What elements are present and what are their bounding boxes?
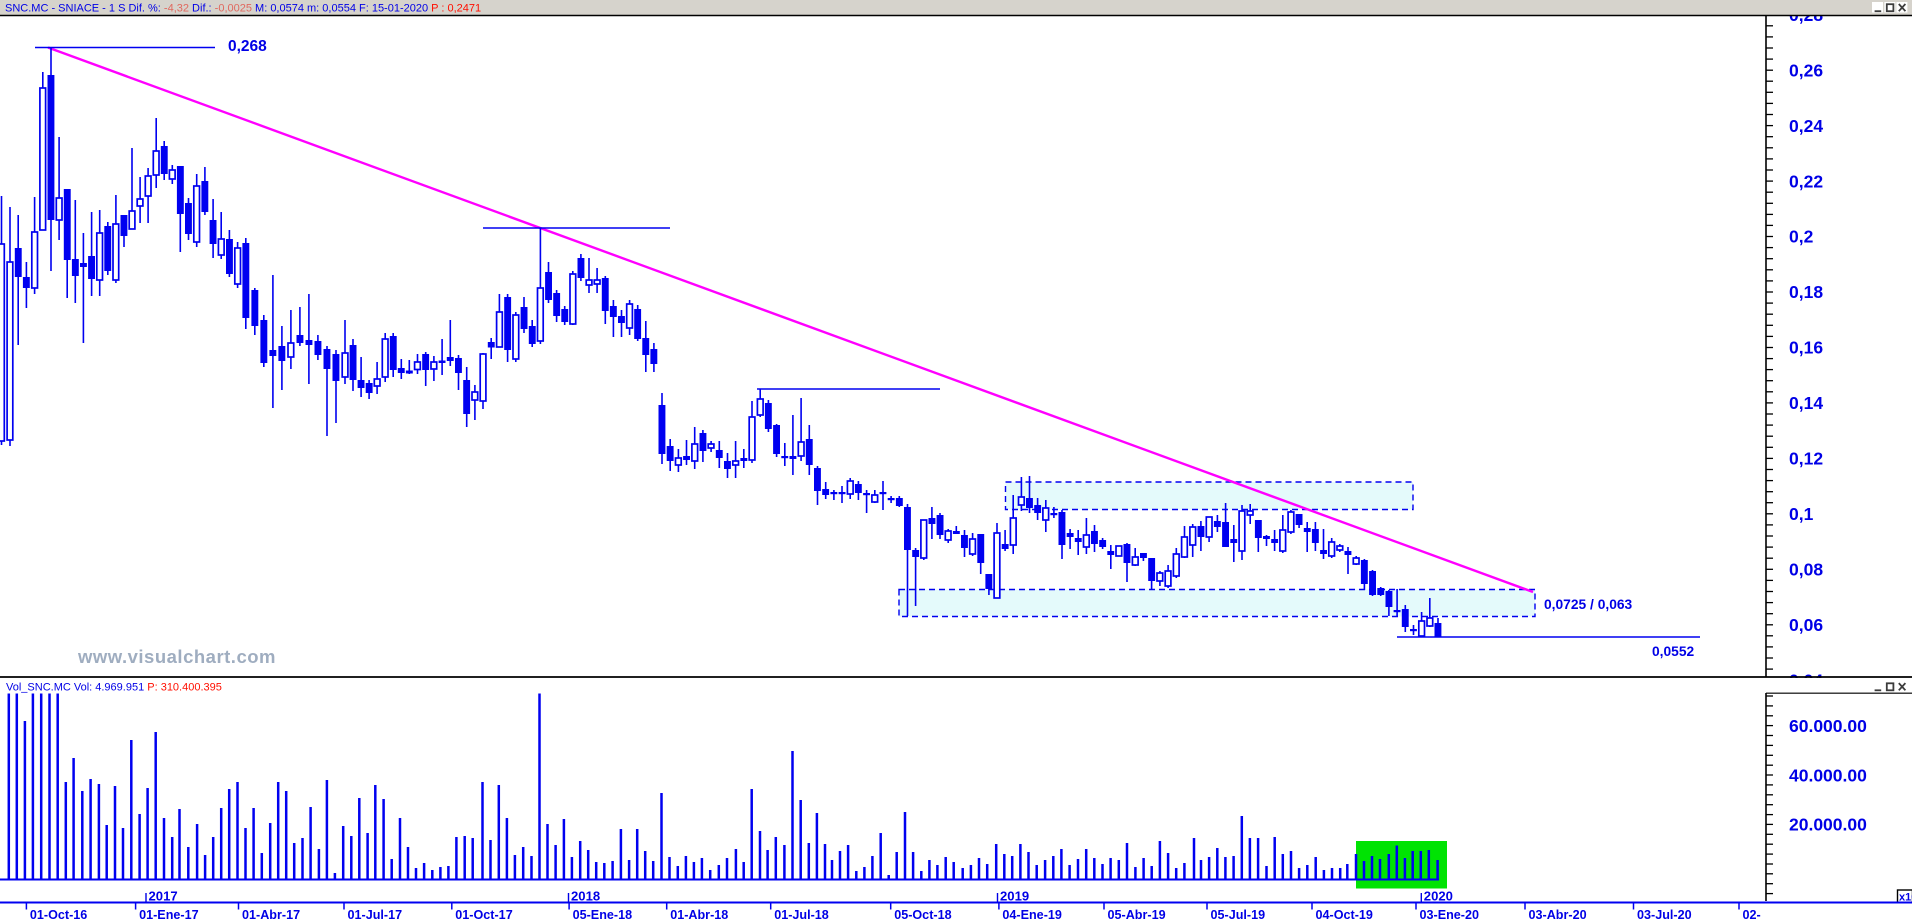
svg-text:03-Ene-20: 03-Ene-20 bbox=[1420, 908, 1480, 922]
svg-text:0,08: 0,08 bbox=[1789, 560, 1823, 580]
svg-text:20.000.00: 20.000.00 bbox=[1789, 814, 1867, 834]
svg-text:0,0725 / 0,063: 0,0725 / 0,063 bbox=[1544, 597, 1633, 612]
svg-text:2019: 2019 bbox=[1000, 889, 1029, 904]
svg-text:04-Oct-19: 04-Oct-19 bbox=[1316, 908, 1373, 922]
svg-text:0,24: 0,24 bbox=[1789, 116, 1823, 136]
svg-text:0,18: 0,18 bbox=[1789, 282, 1823, 302]
svg-text:01-Ene-17: 01-Ene-17 bbox=[139, 908, 199, 922]
svg-text:03-Abr-20: 03-Abr-20 bbox=[1529, 908, 1587, 922]
svg-text:60.000.00: 60.000.00 bbox=[1789, 716, 1867, 736]
svg-text:01-Jul-17: 01-Jul-17 bbox=[348, 908, 403, 922]
svg-text:0,14: 0,14 bbox=[1789, 393, 1823, 413]
svg-text:2018: 2018 bbox=[571, 889, 600, 904]
svg-text:x10: x10 bbox=[1899, 892, 1912, 904]
svg-text:2020: 2020 bbox=[1424, 889, 1453, 904]
svg-text:0,0552: 0,0552 bbox=[1652, 644, 1695, 659]
svg-text:0,26: 0,26 bbox=[1789, 60, 1823, 80]
svg-text:0,22: 0,22 bbox=[1789, 171, 1823, 191]
svg-text:01-Jul-18: 01-Jul-18 bbox=[774, 908, 829, 922]
svg-text:02-: 02- bbox=[1743, 908, 1761, 922]
svg-text:05-Abr-19: 05-Abr-19 bbox=[1108, 908, 1166, 922]
svg-text:04-Ene-19: 04-Ene-19 bbox=[1002, 908, 1062, 922]
svg-text:01-Oct-16: 01-Oct-16 bbox=[30, 908, 87, 922]
svg-text:0,06: 0,06 bbox=[1789, 615, 1823, 635]
svg-text:SNC.MC - SNIACE - 1 S Dif. %: SNC.MC - SNIACE - 1 S Dif. %: -4,32 Dif.… bbox=[5, 2, 481, 14]
svg-text:05-Oct-18: 05-Oct-18 bbox=[894, 908, 951, 922]
svg-text:05-Ene-18: 05-Ene-18 bbox=[573, 908, 633, 922]
svg-text:01-Abr-18: 01-Abr-18 bbox=[670, 908, 728, 922]
svg-text:0,16: 0,16 bbox=[1789, 338, 1823, 358]
svg-text:40.000.00: 40.000.00 bbox=[1789, 765, 1867, 785]
svg-text:2017: 2017 bbox=[149, 889, 178, 904]
svg-text:03-Jul-20: 03-Jul-20 bbox=[1637, 908, 1692, 922]
svg-text:www.visualchart.com: www.visualchart.com bbox=[77, 646, 276, 667]
svg-text:0,2: 0,2 bbox=[1789, 227, 1814, 247]
svg-text:0,268: 0,268 bbox=[228, 38, 267, 55]
svg-text:01-Oct-17: 01-Oct-17 bbox=[455, 908, 512, 922]
svg-text:Vol_SNC.MC Vol: 4.969.951 P:: Vol_SNC.MC Vol: 4.969.951 P: 310.400.395 bbox=[6, 682, 222, 694]
svg-text:0,1: 0,1 bbox=[1789, 504, 1814, 524]
svg-text:0,12: 0,12 bbox=[1789, 449, 1823, 469]
svg-text:05-Jul-19: 05-Jul-19 bbox=[1211, 908, 1266, 922]
svg-text:01-Abr-17: 01-Abr-17 bbox=[242, 908, 300, 922]
